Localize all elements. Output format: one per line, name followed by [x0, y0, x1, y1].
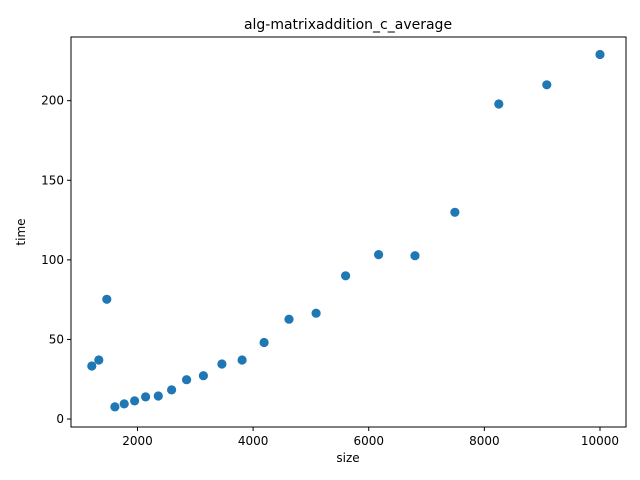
chart-title: alg-matrixaddition_c_average — [244, 17, 452, 33]
y-tick-label: 200 — [41, 94, 64, 108]
x-axis-label: size — [336, 451, 359, 465]
data-point-10 — [198, 371, 208, 381]
plot-background — [71, 37, 626, 427]
data-point-20 — [494, 99, 504, 109]
data-point-22 — [595, 49, 605, 60]
x-tick-label: 2000 — [122, 434, 153, 448]
y-axis-label: time — [14, 218, 28, 245]
data-point-4 — [119, 399, 129, 409]
y-axis-ticks: 0 50 100 150 200 — [41, 94, 71, 426]
y-tick-label: 50 — [49, 332, 64, 346]
data-point-19 — [450, 207, 460, 217]
data-point-18 — [410, 251, 420, 261]
x-tick-label: 8000 — [469, 434, 500, 448]
y-tick-label: 100 — [41, 253, 64, 267]
data-point-21 — [542, 80, 552, 90]
data-point-2 — [102, 294, 112, 304]
data-point-0 — [87, 361, 97, 371]
data-point-7 — [153, 391, 163, 401]
y-tick-label: 0 — [56, 412, 64, 426]
data-point-3 — [110, 402, 120, 412]
data-point-1 — [94, 355, 104, 365]
x-axis-ticks: 2000 4000 6000 8000 10000 — [122, 427, 619, 448]
data-point-15 — [311, 308, 321, 318]
data-point-17 — [374, 250, 384, 260]
data-point-9 — [182, 375, 192, 385]
data-point-5 — [130, 396, 140, 406]
data-point-12 — [237, 355, 247, 365]
x-tick-label: 6000 — [353, 434, 384, 448]
x-tick-label: 10000 — [581, 434, 619, 448]
data-point-16 — [341, 271, 351, 281]
data-point-6 — [141, 392, 151, 402]
data-point-11 — [217, 359, 227, 369]
data-point-13 — [259, 337, 269, 348]
data-point-8 — [167, 385, 177, 395]
plot-area — [71, 37, 626, 427]
y-tick-label: 150 — [41, 173, 64, 187]
x-tick-label: 4000 — [238, 434, 269, 448]
plot-frame — [70, 36, 627, 428]
data-point-14 — [284, 314, 294, 324]
points-layer — [87, 49, 605, 412]
